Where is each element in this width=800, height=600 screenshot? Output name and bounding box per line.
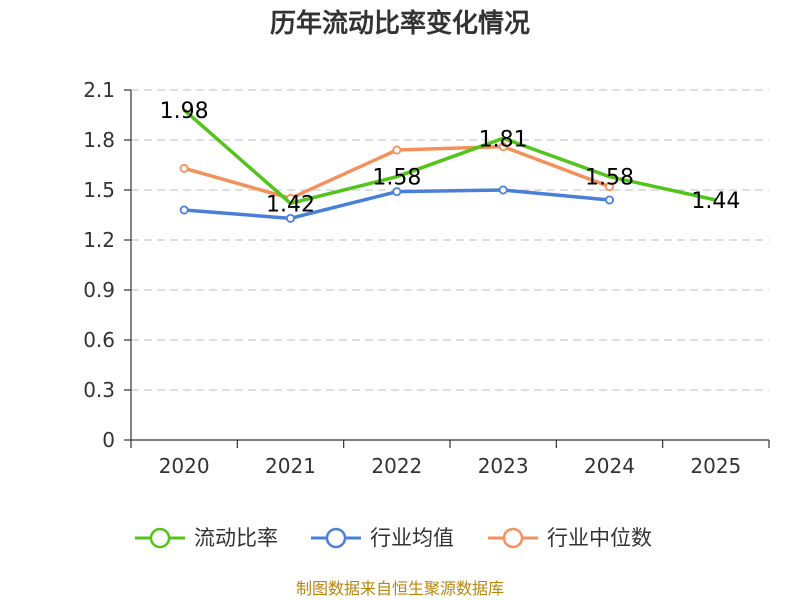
data-label: 1.58 bbox=[585, 166, 634, 191]
y-tick-label: 1.2 bbox=[83, 228, 115, 252]
data-label: 1.81 bbox=[479, 127, 528, 152]
legend-item[interactable]: 流动比率 bbox=[135, 526, 278, 550]
data-labels: 1.98 1.42 1.58 1.81 1.58 1.44 bbox=[160, 99, 741, 217]
data-point bbox=[605, 182, 615, 192]
data-point bbox=[179, 163, 189, 173]
source-note: 制图数据来自恒生聚源数据库 bbox=[296, 579, 504, 598]
legend-marker bbox=[149, 527, 171, 549]
data-point bbox=[179, 205, 189, 215]
data-point bbox=[285, 213, 295, 223]
y-tick-label: 2.1 bbox=[83, 78, 115, 102]
legend-item[interactable]: 行业中位数 bbox=[488, 526, 652, 550]
legend-item[interactable]: 行业均值 bbox=[311, 526, 454, 550]
legend-marker bbox=[325, 527, 347, 549]
x-tick-label: 2024 bbox=[584, 454, 635, 478]
legend-marker bbox=[502, 527, 524, 549]
y-tick-label: 0.6 bbox=[83, 328, 115, 352]
legend-label: 流动比率 bbox=[194, 526, 278, 550]
legend: 流动比率 行业均值 行业中位数 bbox=[135, 526, 652, 550]
series-line bbox=[183, 108, 717, 206]
data-label: 1.44 bbox=[691, 189, 740, 214]
x-tick-label: 2023 bbox=[478, 454, 529, 478]
x-tick-label: 2022 bbox=[371, 454, 422, 478]
data-label: 1.58 bbox=[372, 166, 421, 191]
data-point bbox=[392, 187, 402, 197]
data-point bbox=[498, 142, 508, 152]
grid bbox=[131, 89, 769, 391]
y-tick-label: 1.8 bbox=[83, 128, 115, 152]
legend-label: 行业中位数 bbox=[547, 526, 652, 550]
x-tick-label: 2020 bbox=[159, 454, 210, 478]
data-label: 1.42 bbox=[266, 192, 315, 217]
x-tick-label: 2025 bbox=[690, 454, 741, 478]
data-label: 1.98 bbox=[160, 99, 209, 124]
y-tick-label: 0.9 bbox=[83, 278, 115, 302]
chart-title: 历年流动比率变化情况 bbox=[270, 8, 530, 39]
legend-label: 行业均值 bbox=[370, 526, 454, 550]
series-layer bbox=[179, 108, 717, 223]
data-point bbox=[498, 185, 508, 195]
y-tick-label: 0 bbox=[102, 428, 115, 452]
x-tick-label: 2021 bbox=[265, 454, 316, 478]
data-point bbox=[605, 195, 615, 205]
y-tick-label: 1.5 bbox=[83, 178, 115, 202]
y-tick-label: 0.3 bbox=[83, 378, 115, 402]
data-point bbox=[392, 145, 402, 155]
axes: 0 0.3 0.6 0.9 1.2 1.5 1.8 2.1 2020 2021 2022 2023 20… bbox=[83, 78, 770, 478]
